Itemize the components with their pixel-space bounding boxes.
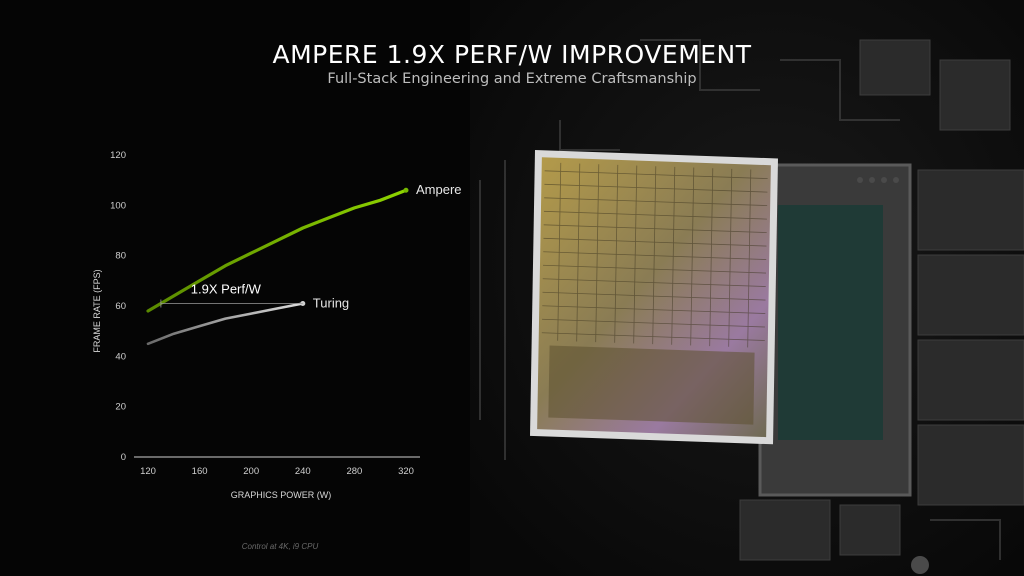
die-grid-line xyxy=(614,164,619,343)
annotation-layer: 1.9X Perf/W xyxy=(160,281,303,308)
x-tick-label: 120 xyxy=(140,466,156,477)
die-grid-line xyxy=(690,167,695,346)
die-grid-line xyxy=(544,170,768,180)
die-grid-line xyxy=(576,163,581,342)
die-grid-line xyxy=(543,224,767,233)
y-axis-ticks: 0 20 40 60 80 100 120 xyxy=(110,150,126,463)
x-tick-label: 280 xyxy=(346,466,362,477)
series-line-turing xyxy=(146,302,305,346)
die-grid-line xyxy=(728,168,733,347)
series-line-ampere xyxy=(146,188,408,313)
series-end-point-ampere xyxy=(403,187,409,193)
y-tick-label: 40 xyxy=(115,351,126,362)
chart-plot-area: 0 20 40 60 80 100 120 120 160 200 240 280 320 FRAME… xyxy=(92,150,462,500)
die-grid-line xyxy=(595,164,600,343)
y-tick-label: 80 xyxy=(115,251,126,262)
die-grid-line xyxy=(557,162,562,341)
die-grid-line xyxy=(709,168,714,347)
x-tick-label: 320 xyxy=(398,466,414,477)
die-grid-line xyxy=(544,197,768,207)
die-grid-line xyxy=(542,305,766,314)
footnote: Control at 4K, i9 CPU xyxy=(241,542,319,551)
y-axis-label: FRAME RATE (FPS) xyxy=(92,269,102,352)
die-grid-line xyxy=(671,166,676,345)
die-grid-line xyxy=(747,169,752,348)
slide-subtitle: Full-Stack Engineering and Extreme Craft… xyxy=(327,71,697,87)
die-grid-line xyxy=(542,264,766,274)
y-tick-label: 100 xyxy=(110,200,126,211)
y-tick-label: 20 xyxy=(115,402,126,413)
die-grid-line xyxy=(544,183,768,193)
die-grid-line xyxy=(543,237,767,247)
y-tick-label: 0 xyxy=(121,452,126,463)
x-axis-label: GRAPHICS POWER (W) xyxy=(231,490,332,500)
y-tick-label: 60 xyxy=(115,301,126,312)
die-grid-line xyxy=(542,291,766,301)
die-grid-line xyxy=(633,165,638,344)
x-tick-label: 240 xyxy=(295,466,311,477)
die-grid-line xyxy=(543,210,767,220)
series-label-turing: Turing xyxy=(313,295,349,310)
die-grid-line xyxy=(543,251,767,260)
slide-title: AMPERE 1.9X PERF/W IMPROVEMENT xyxy=(272,40,752,69)
die-grid-line xyxy=(541,332,765,341)
x-axis-ticks: 120 160 200 240 280 320 xyxy=(140,466,414,477)
die-grid-line xyxy=(542,318,766,328)
die-grid-line xyxy=(542,278,766,287)
x-tick-label: 200 xyxy=(243,466,259,477)
annotation-label: 1.9X Perf/W xyxy=(191,281,262,296)
series-label-ampere: Ampere xyxy=(416,182,462,197)
die-grid-line xyxy=(652,166,657,345)
y-tick-label: 120 xyxy=(110,150,126,161)
series-layer: Ampere Turing xyxy=(146,182,462,346)
x-tick-label: 160 xyxy=(192,466,208,477)
gpu-die-image xyxy=(530,150,778,445)
circuit-board-image xyxy=(470,0,1024,576)
